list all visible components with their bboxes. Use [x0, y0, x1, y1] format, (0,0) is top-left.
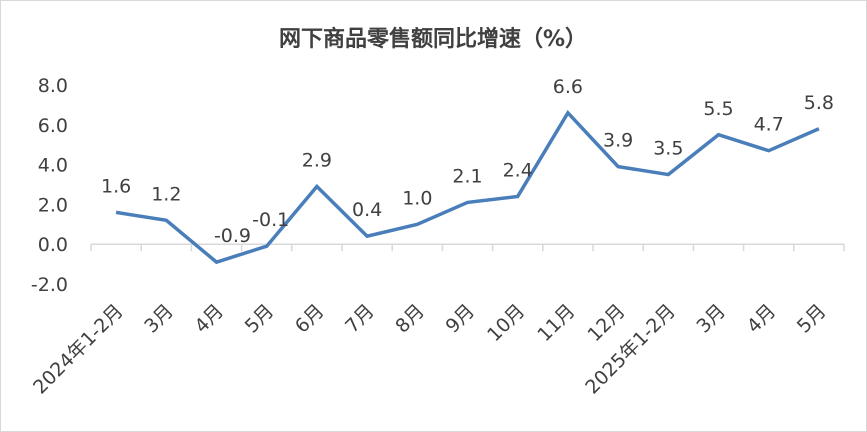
y-tick-label: -2.0 — [31, 274, 68, 296]
data-labels: 1.6 1.2 -0.9-0.1 2.9 0.4 1.0 2.1 2.4 6.6 3.9 3.5 5.… — [101, 76, 834, 247]
y-tick-label: 0.0 — [38, 234, 68, 256]
data-label: 2.9 — [302, 149, 332, 171]
x-tick-label: 9月 — [441, 300, 479, 338]
data-label: -0.9 — [214, 225, 251, 247]
y-tick-label: 4.0 — [38, 155, 68, 177]
series-line — [115, 109, 820, 265]
x-tick-label: 2024年1-2月 — [29, 300, 128, 399]
x-tick-label: 7月 — [341, 300, 379, 338]
x-tick-label: 3月 — [140, 300, 178, 338]
x-tick-label: 3月 — [692, 300, 730, 338]
y-tick-label: 2.0 — [38, 194, 68, 216]
x-tick-label: 4月 — [743, 300, 781, 338]
x-axis: 2024年1-2月 3月 4月 5月 6月 7月 8月 9月 10月 11月 12月2025年1-2… — [29, 243, 845, 399]
data-label: 0.4 — [352, 199, 382, 221]
data-label: 1.0 — [402, 187, 432, 209]
series — [115, 109, 820, 265]
x-tick-label: 11月 — [533, 300, 579, 346]
data-label: 2.4 — [503, 159, 533, 181]
x-tick-label: 4月 — [190, 300, 228, 338]
data-label: 5.5 — [703, 98, 733, 120]
data-label: 5.8 — [804, 92, 834, 114]
data-label: 3.5 — [653, 138, 683, 160]
data-label: 2.1 — [452, 165, 482, 187]
data-label: 3.9 — [603, 130, 633, 152]
x-tick-label: 5月 — [241, 300, 279, 338]
x-tick-label: 2025年1-2月 — [581, 300, 680, 399]
x-tick-label: 10月 — [483, 300, 529, 346]
data-label: 1.2 — [151, 183, 181, 205]
data-label: 1.6 — [101, 175, 131, 197]
chart-title: 网下商品零售额同比增速（%） — [279, 26, 587, 52]
data-label: 4.7 — [754, 114, 784, 136]
data-label: 6.6 — [553, 76, 583, 98]
x-tick-label: 8月 — [391, 300, 429, 338]
x-tick-label: 12月 — [584, 300, 630, 346]
x-tick-label: 6月 — [291, 300, 329, 338]
y-axis: -2.0 0.0 2.0 4.0 6.0 8.0 — [31, 75, 68, 296]
y-tick-label: 8.0 — [38, 75, 68, 97]
y-tick-label: 6.0 — [38, 115, 68, 137]
data-label: -0.1 — [252, 209, 289, 231]
x-tick-label: 5月 — [793, 300, 831, 338]
